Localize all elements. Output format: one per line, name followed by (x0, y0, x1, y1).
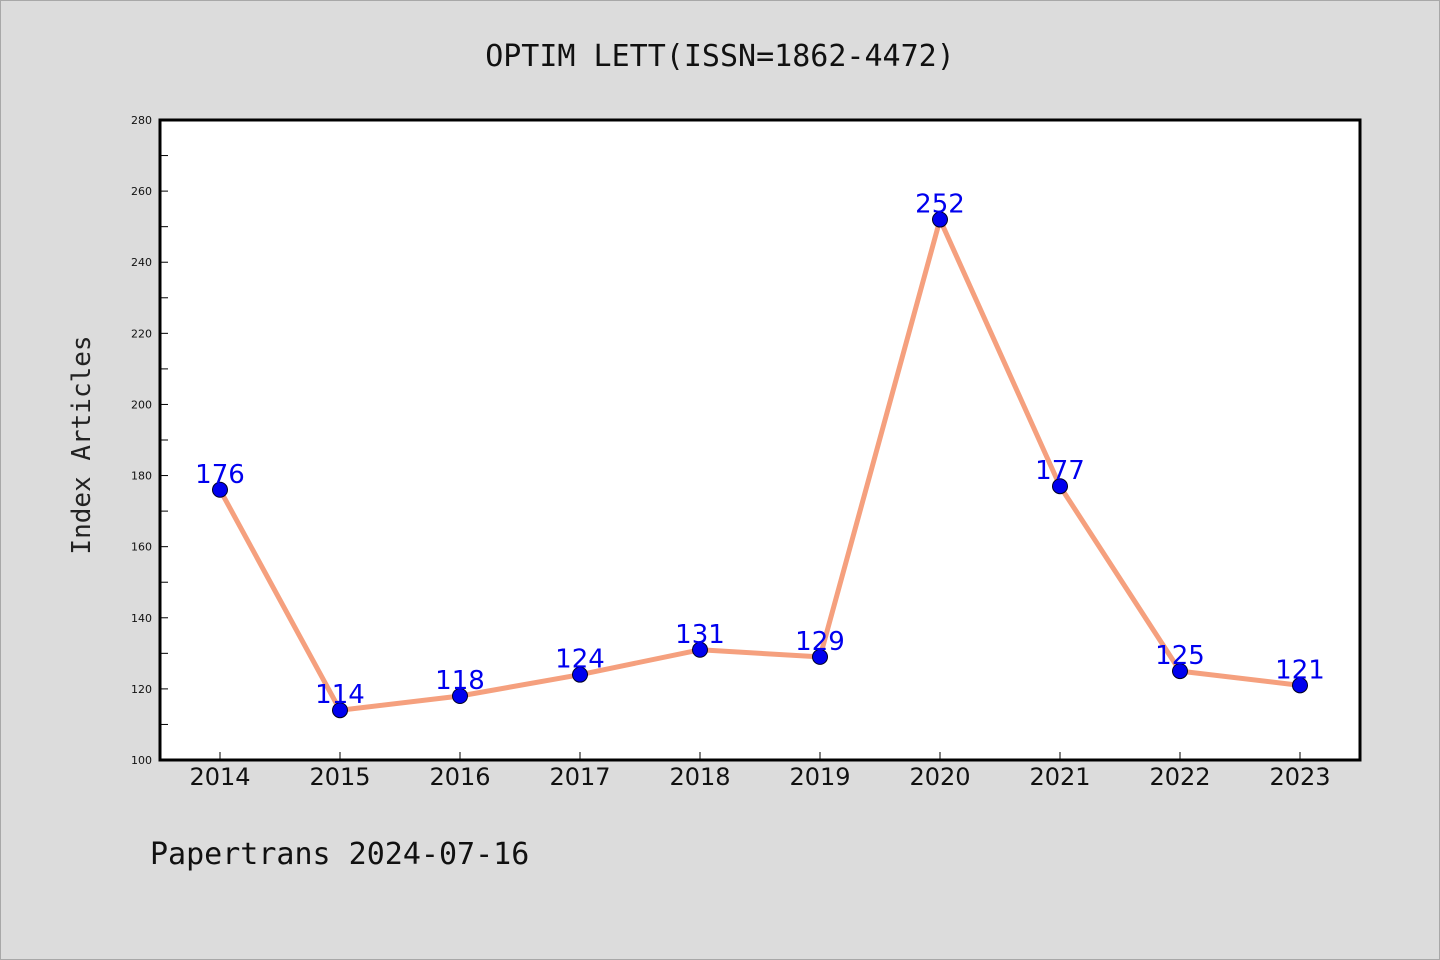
x-tick-label: 2019 (789, 763, 850, 791)
y-tick-label: 180 (131, 470, 152, 483)
x-tick-label: 2014 (189, 763, 250, 791)
data-point-label: 124 (555, 645, 605, 675)
y-tick-label: 140 (131, 612, 152, 625)
x-tick-label: 2023 (1269, 763, 1330, 791)
x-tick-label: 2018 (669, 763, 730, 791)
data-point-marker (932, 211, 948, 228)
y-tick-label: 280 (131, 114, 152, 127)
data-point-label: 177 (1035, 456, 1085, 486)
y-tick-label: 120 (131, 683, 152, 696)
y-tick-label: 160 (131, 541, 152, 554)
data-point-marker (692, 641, 708, 658)
data-point-marker (572, 666, 588, 683)
data-point-label: 131 (675, 620, 725, 650)
chart-title: OPTIM LETT(ISSN=1862-4472) (485, 39, 955, 74)
data-point-marker (812, 648, 828, 665)
data-point-label: 125 (1155, 641, 1205, 671)
y-tick-label: 240 (131, 256, 152, 269)
data-point-marker (1172, 663, 1188, 680)
x-tick-label: 2015 (309, 763, 370, 791)
y-axis-title: Index Articles (67, 335, 97, 554)
data-point-label: 114 (315, 680, 365, 710)
data-point-marker (332, 702, 348, 719)
series-line (217, 217, 1303, 713)
y-tick-label: 220 (131, 327, 152, 340)
data-point-label: 121 (1275, 655, 1325, 685)
x-tick-label: 2022 (1149, 763, 1210, 791)
data-point-marker (212, 481, 228, 498)
y-tick-label: 100 (131, 754, 152, 767)
x-tick-label: 2020 (909, 763, 970, 791)
footer-text: Papertrans 2024-07-16 (150, 837, 529, 872)
data-point-label: 129 (795, 627, 845, 657)
y-tick-label: 260 (131, 185, 152, 198)
x-tick-label: 2021 (1029, 763, 1090, 791)
y-tick-label: 200 (131, 398, 152, 411)
x-tick-label: 2016 (429, 763, 490, 791)
data-point-marker (1052, 478, 1068, 495)
data-point-label: 118 (435, 666, 485, 696)
y-axis: 100 120 140 160 180 200 220 240 260 280 (131, 114, 168, 767)
x-axis: 2014 2015 2016 2017 2018 2019 2020 2021 2022 2023 (189, 752, 1331, 791)
data-point-marker (452, 688, 468, 704)
data-labels: 176 114 118 124 131 129 252 177 125 121 (195, 190, 1325, 711)
data-point-marker (1292, 677, 1308, 694)
series-layer (212, 211, 1308, 719)
data-point-label: 176 (195, 460, 245, 490)
data-point-label: 252 (915, 190, 965, 220)
x-tick-label: 2017 (549, 763, 610, 791)
